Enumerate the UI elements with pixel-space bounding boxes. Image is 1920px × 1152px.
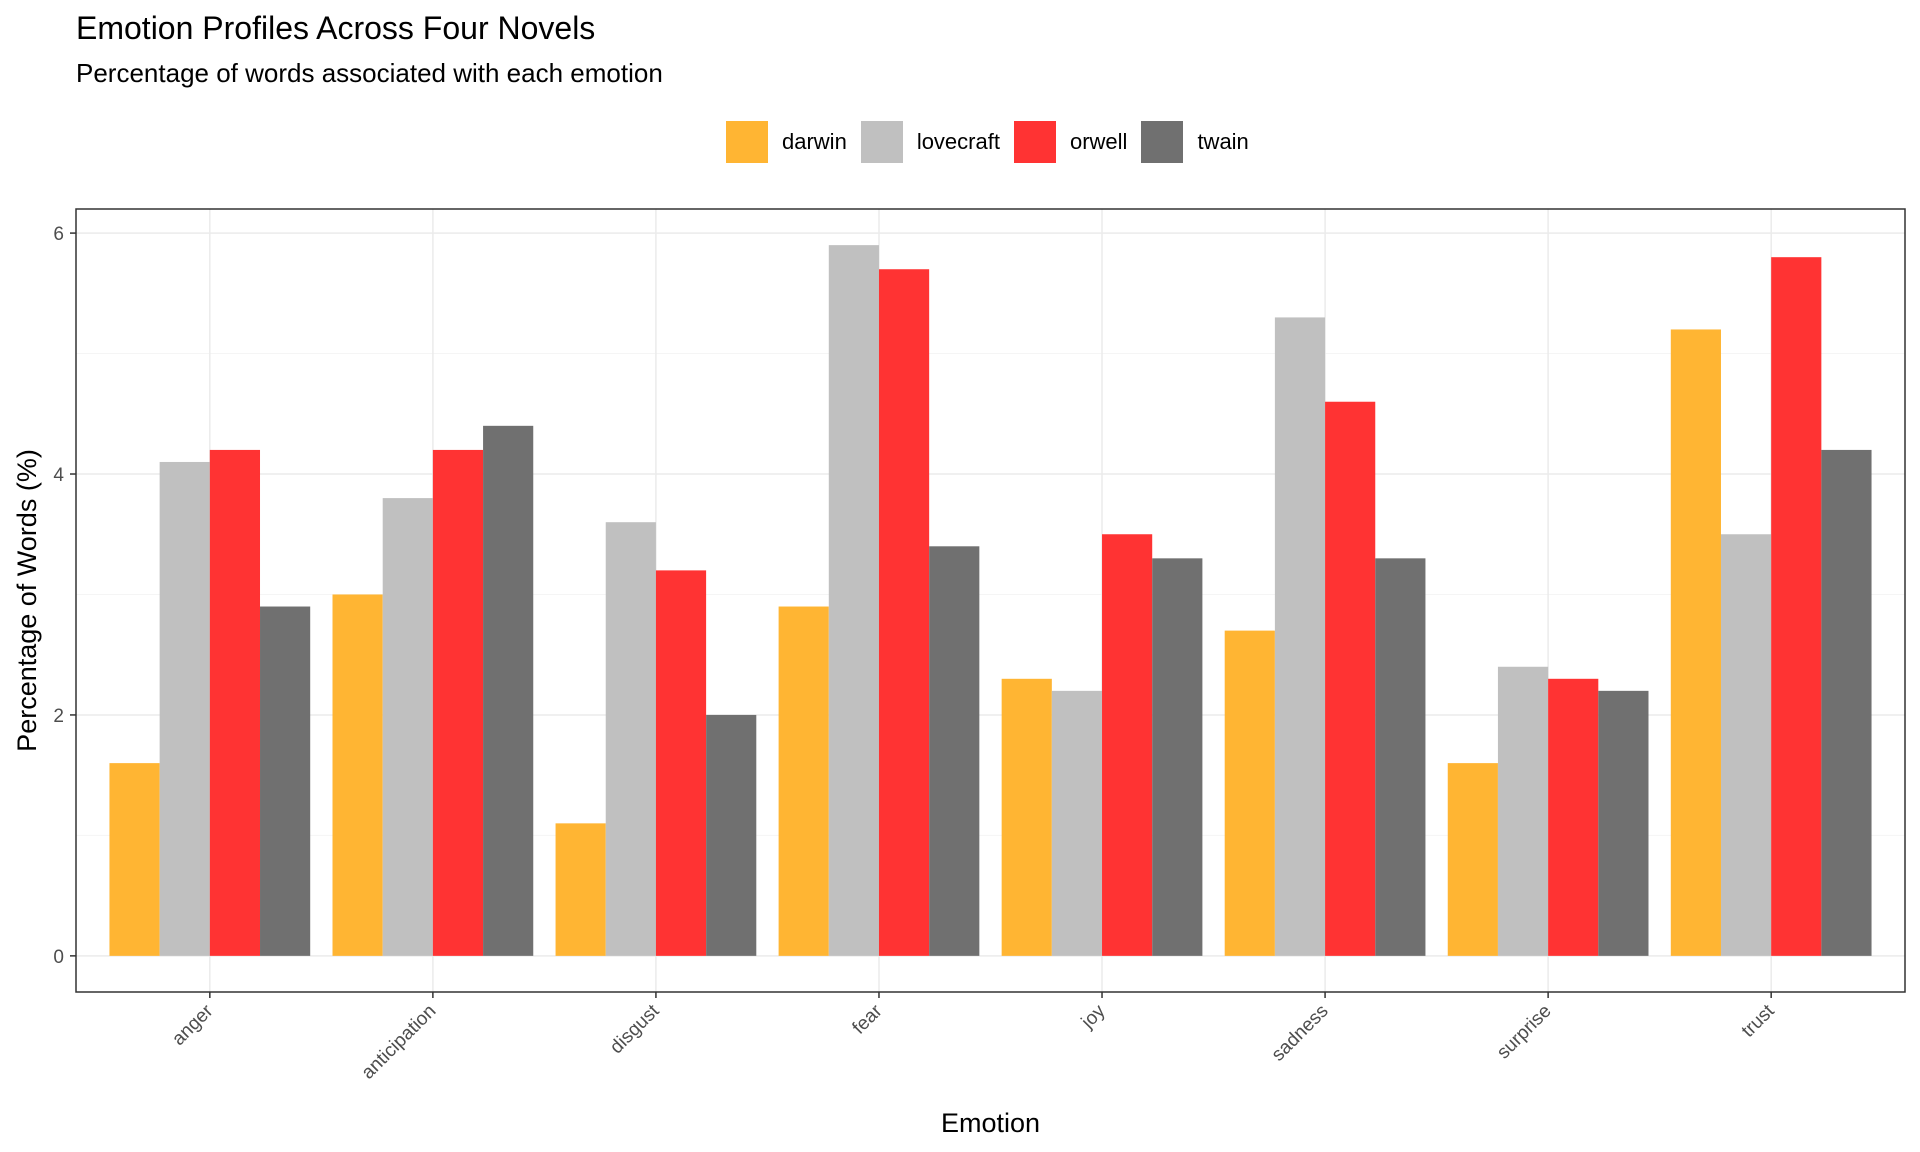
legend-key bbox=[1013, 121, 1056, 163]
legend-item-orwell: orwell bbox=[1013, 121, 1128, 163]
bar-orwell-anger bbox=[209, 449, 261, 956]
bar-orwell-sadness bbox=[1325, 401, 1376, 956]
bar-twain-surprise bbox=[1598, 690, 1649, 956]
x-tick-label: joy bbox=[1077, 1000, 1110, 1033]
y-tick-label: 2 bbox=[53, 706, 64, 727]
bar-orwell-disgust bbox=[655, 570, 707, 956]
bar-orwell-fear bbox=[878, 269, 930, 956]
bar-darwin-fear bbox=[778, 606, 829, 956]
bar-orwell-surprise bbox=[1548, 678, 1599, 956]
bar-darwin-disgust bbox=[555, 823, 606, 956]
legend-label: lovecraft bbox=[916, 129, 1000, 154]
x-tick-label: disgust bbox=[606, 1000, 664, 1058]
bar-orwell-anticipation bbox=[432, 449, 484, 956]
bar-lovecraft-anger bbox=[159, 461, 210, 956]
bar-lovecraft-anticipation bbox=[382, 498, 433, 956]
bar-darwin-surprise bbox=[1447, 763, 1498, 956]
bar-twain-anger bbox=[260, 606, 311, 956]
legend: darwin lovecraft orwell twain bbox=[726, 121, 1263, 163]
y-tick-label: 4 bbox=[53, 465, 64, 486]
x-tick-label: fear bbox=[849, 1000, 887, 1038]
x-tick-label: sadness bbox=[1268, 1001, 1333, 1066]
x-tick-label: anger bbox=[168, 1000, 218, 1050]
bar-lovecraft-fear bbox=[828, 245, 879, 956]
legend-key bbox=[726, 121, 768, 163]
chart-title: Emotion Profiles Across Four Novels bbox=[76, 10, 596, 46]
plot-border bbox=[75, 208, 1906, 993]
bar-lovecraft-trust bbox=[1720, 534, 1772, 956]
y-axis-title: Percentage of Words (%) bbox=[12, 449, 42, 752]
legend-label: orwell bbox=[1069, 129, 1128, 154]
bar-lovecraft-surprise bbox=[1497, 666, 1549, 956]
legend-label: darwin bbox=[782, 129, 847, 154]
bar-lovecraft-sadness bbox=[1274, 317, 1326, 956]
bar-twain-disgust bbox=[706, 714, 757, 956]
bar-darwin-sadness bbox=[1224, 630, 1275, 956]
legend-key bbox=[1141, 121, 1184, 163]
bar-lovecraft-joy bbox=[1051, 690, 1103, 956]
x-tick-label: surprise bbox=[1493, 1001, 1556, 1064]
bar-twain-sadness bbox=[1375, 558, 1426, 956]
y-tick-label: 6 bbox=[53, 224, 64, 245]
bar-darwin-anticipation bbox=[332, 594, 383, 956]
chart-subtitle: Percentage of words associated with each… bbox=[76, 58, 663, 88]
bar-darwin-trust bbox=[1670, 329, 1721, 956]
legend-key bbox=[860, 121, 903, 163]
bar-darwin-joy bbox=[1001, 678, 1052, 956]
x-tick-label: trust bbox=[1738, 1000, 1779, 1041]
legend-item-twain: twain bbox=[1141, 121, 1249, 163]
bar-twain-trust bbox=[1821, 449, 1872, 956]
legend-item-darwin: darwin bbox=[726, 121, 847, 163]
bar-twain-fear bbox=[929, 546, 980, 956]
y-tick-label: 0 bbox=[53, 947, 64, 968]
bar-orwell-joy bbox=[1102, 534, 1153, 956]
legend-label: twain bbox=[1197, 129, 1249, 154]
x-axis-title: Emotion bbox=[941, 1108, 1040, 1138]
bar-lovecraft-disgust bbox=[605, 522, 656, 956]
bar-orwell-trust bbox=[1771, 257, 1822, 956]
x-tick-label: anticipation bbox=[358, 1001, 441, 1084]
legend-item-lovecraft: lovecraft bbox=[860, 121, 1000, 163]
bar-darwin-anger bbox=[109, 763, 160, 956]
bar-twain-joy bbox=[1152, 558, 1203, 956]
bar-twain-anticipation bbox=[483, 425, 534, 956]
